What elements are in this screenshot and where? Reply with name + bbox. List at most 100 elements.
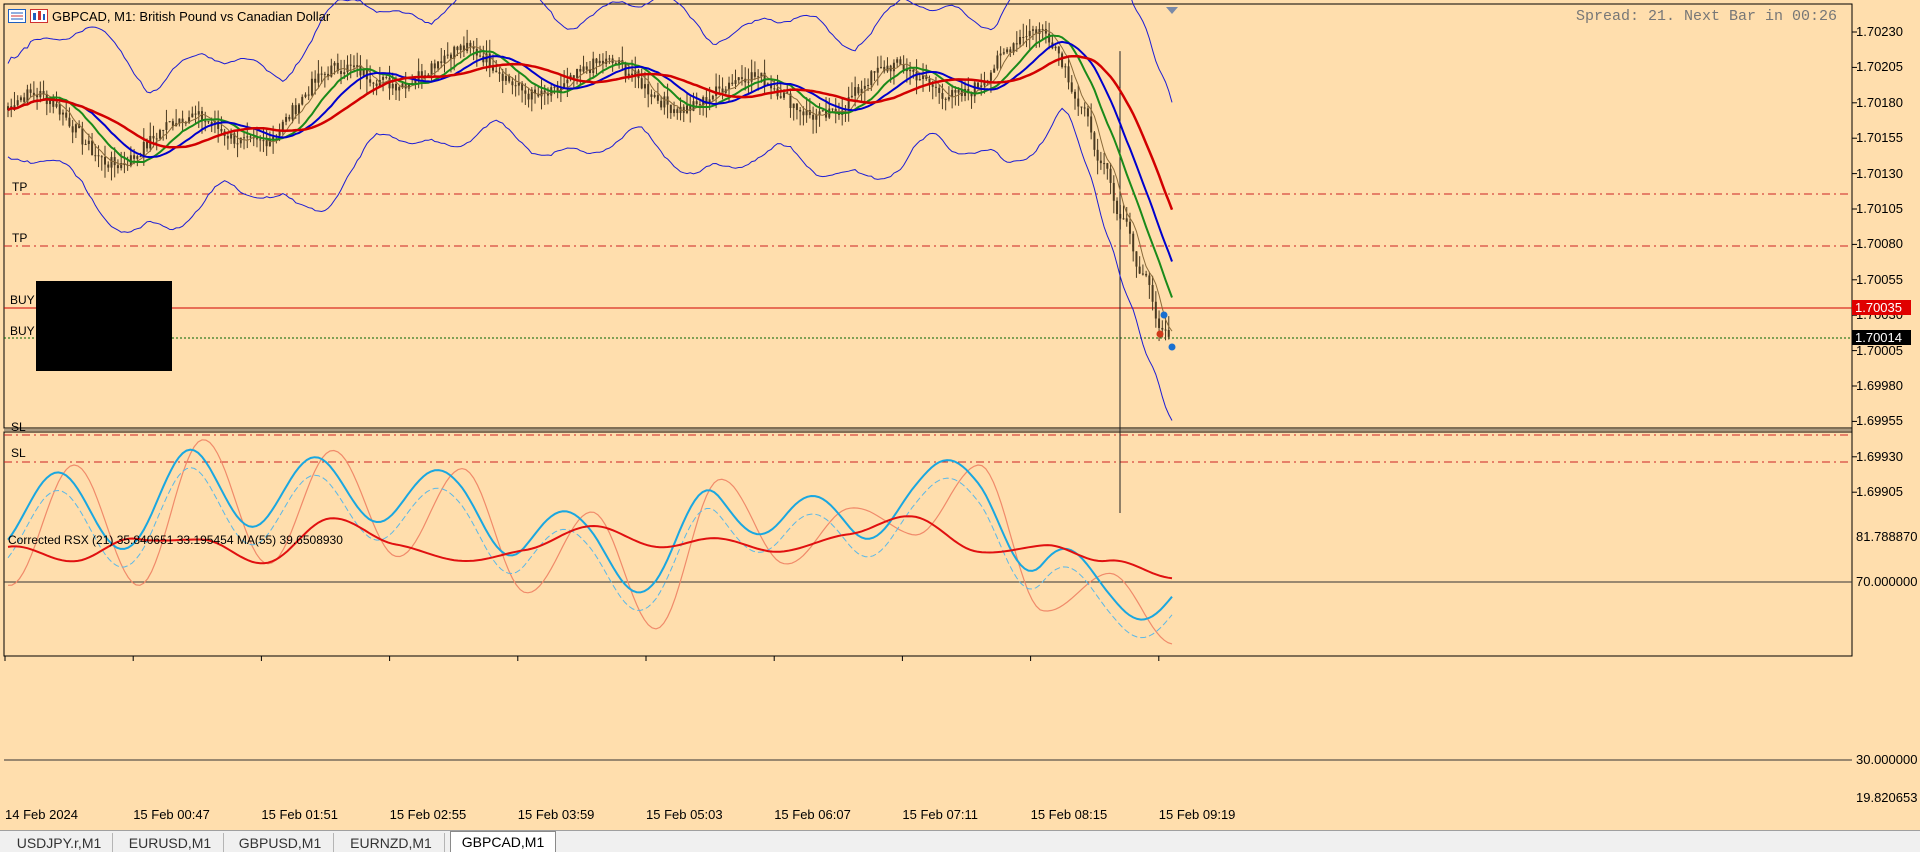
symbol-tab-usdjpy-r-m1[interactable]: USDJPY.r,M1 (6, 833, 113, 852)
candle-body (1103, 163, 1106, 165)
candle-body (553, 86, 556, 88)
chart-shift-marker-icon[interactable] (1166, 2, 1178, 20)
candle-body (1145, 273, 1148, 276)
candle-body (954, 90, 957, 93)
candle-body (931, 84, 934, 87)
tp-label-1[interactable]: TP (12, 180, 28, 194)
candle-body (1031, 29, 1034, 31)
candle-body (317, 73, 320, 83)
candle-body (686, 105, 688, 113)
candle-body (246, 136, 249, 138)
candle-body (171, 121, 174, 127)
candle-body (951, 90, 954, 98)
candle-body (501, 73, 504, 81)
candle-body (1061, 53, 1064, 68)
symbol-tab-eurusd-m1[interactable]: EURUSD,M1 (117, 833, 224, 852)
candle-body (517, 82, 520, 86)
candle-body (747, 81, 750, 83)
symbol-tab-gbpcad-m1[interactable]: GBPCAD,M1 (450, 831, 556, 852)
candle-body (65, 112, 68, 118)
candle-body (288, 116, 291, 120)
candle-body (618, 60, 621, 65)
candle-body (572, 75, 575, 78)
candle-body (7, 106, 9, 111)
candle-body (488, 53, 491, 68)
candle-body (259, 139, 262, 141)
candle-body (521, 82, 524, 91)
chart-type-icon[interactable] (30, 9, 48, 28)
sell-arrow-marker[interactable] (1156, 330, 1164, 338)
time-tick-label: 15 Feb 01:51 (261, 807, 339, 822)
candle-body (420, 71, 423, 79)
candle-body (1025, 36, 1028, 38)
candle-body (993, 68, 996, 73)
price-tick-label: 1.69980 (1856, 378, 1903, 393)
candle-body (152, 135, 155, 139)
chart-title: GBPCAD, M1: British Pound vs Canadian Do… (52, 9, 331, 24)
candle-body (989, 72, 992, 81)
candle-body (194, 113, 197, 115)
candle-body (391, 83, 394, 89)
buy-arrow-marker[interactable] (1168, 343, 1176, 351)
candle-body (598, 60, 601, 64)
candle-body (576, 69, 579, 78)
candle-body (792, 103, 795, 109)
symbol-tab-eurnzd-m1[interactable]: EURNZD,M1 (338, 833, 445, 852)
time-tick-label: 15 Feb 08:15 (1030, 807, 1108, 822)
buy-label-1[interactable]: BUY (10, 293, 35, 307)
candle-body (427, 74, 430, 76)
ma-blue (7, 40, 1173, 262)
candle-body (243, 137, 246, 139)
candle-body (863, 85, 866, 89)
candle-body (158, 130, 161, 139)
candle-body (973, 82, 976, 97)
candle-body (666, 96, 669, 105)
candle-body (1164, 329, 1167, 331)
candle-body (786, 92, 789, 94)
candle-body (307, 94, 310, 96)
candle-body (323, 73, 326, 75)
candle-body (1096, 149, 1099, 161)
candle-body (757, 76, 760, 78)
sl-label-1[interactable]: SL (11, 420, 26, 434)
candle-body (94, 155, 97, 157)
symbol-tab-gbpusd-m1[interactable]: GBPUSD,M1 (227, 833, 334, 852)
candle-body (627, 73, 630, 76)
buy-label-2[interactable]: BUY (10, 324, 35, 338)
candle-body (207, 121, 210, 123)
buy-arrow-marker[interactable] (1160, 311, 1168, 319)
candle-body (731, 82, 734, 85)
candle-body (110, 157, 113, 168)
tp-label-2[interactable]: TP (12, 231, 28, 245)
candle-body (934, 86, 937, 88)
candle-body (16, 100, 19, 106)
rectangle-object[interactable] (36, 281, 172, 371)
candle-body (236, 143, 239, 145)
candle-body (349, 64, 352, 66)
candle-body (537, 93, 540, 97)
rsx-signal-line (7, 439, 1173, 645)
candle-body (643, 84, 646, 89)
candle-body (721, 88, 724, 93)
price-tick-label: 1.70105 (1856, 201, 1903, 216)
sl-label-2[interactable]: SL (11, 446, 26, 460)
candle-body (676, 109, 679, 114)
chart-list-icon[interactable] (8, 9, 26, 28)
candle-body (850, 95, 853, 98)
candle-body (1132, 233, 1135, 252)
candle-body (1148, 275, 1151, 285)
candle-body (815, 114, 818, 120)
candle-body (1002, 52, 1005, 54)
candle-body (19, 97, 22, 101)
candle-body (653, 95, 656, 97)
candle-body (834, 109, 837, 113)
candle-body (831, 108, 834, 110)
candle-body (760, 72, 763, 77)
indicator-tick-label: 70.000000 (1856, 574, 1918, 589)
time-tick-label: 15 Feb 05:03 (646, 807, 723, 822)
candle-body (433, 63, 436, 69)
candle-body (708, 99, 711, 105)
bollinger-lower (7, 107, 1173, 421)
candle-body (514, 85, 517, 87)
